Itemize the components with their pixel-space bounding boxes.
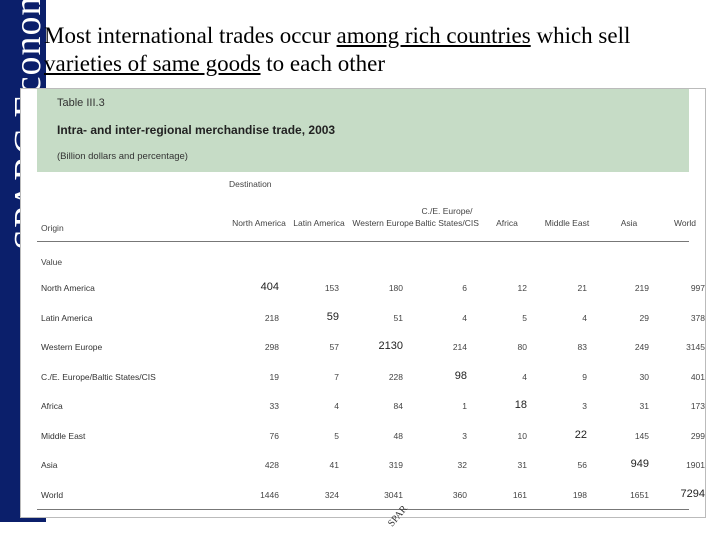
table-cell: 324 bbox=[324, 489, 339, 500]
row-label: C./E. Europe/Baltic States/CIS bbox=[41, 371, 156, 382]
table-cell: 249 bbox=[634, 342, 649, 352]
table-cell: 31 bbox=[639, 401, 649, 411]
table-cell: 18 bbox=[514, 399, 527, 411]
table-cell: 10 bbox=[517, 430, 527, 441]
table-cell: 30 bbox=[639, 371, 649, 382]
table-cell: 84 bbox=[393, 401, 403, 411]
table-cell: 4 bbox=[334, 401, 339, 411]
column-header: North America bbox=[232, 218, 286, 228]
table-number: Table III.3 bbox=[57, 97, 105, 109]
table-cell: 298 bbox=[264, 342, 279, 352]
footer-rule bbox=[37, 509, 689, 510]
table-cell: 1446 bbox=[260, 489, 279, 500]
column-header: Latin America bbox=[293, 218, 345, 228]
table-cell: 173 bbox=[690, 401, 705, 411]
table-cell: 59 bbox=[326, 310, 339, 323]
column-header: Middle East bbox=[544, 218, 590, 228]
table-cell: 228 bbox=[388, 371, 403, 382]
header-rule bbox=[37, 241, 689, 242]
value-label: Value bbox=[41, 257, 63, 267]
slide-heading: Most international trades occur among ri… bbox=[44, 22, 704, 78]
table-cell: 83 bbox=[577, 342, 587, 352]
destination-label: Destination bbox=[229, 179, 272, 189]
table-cell: 19 bbox=[269, 371, 279, 382]
table-cell: 9 bbox=[582, 371, 587, 382]
heading-underline-2: varieties of same goods bbox=[44, 51, 261, 76]
table-cell: 80 bbox=[517, 342, 527, 352]
table-cell: 5 bbox=[522, 312, 527, 323]
table-cell: 218 bbox=[264, 312, 279, 323]
column-header: World bbox=[673, 218, 697, 228]
origin-label: Origin bbox=[41, 223, 64, 233]
table-cell: 6 bbox=[462, 283, 467, 293]
table-header-band: Table III.3 Intra- and inter-regional me… bbox=[37, 89, 689, 172]
table-cell: 3 bbox=[582, 401, 587, 411]
table-cell: 428 bbox=[264, 460, 279, 470]
table-cell: 29 bbox=[639, 312, 649, 323]
row-label: North America bbox=[41, 283, 95, 293]
row-label: Asia bbox=[41, 460, 58, 470]
table-cell: 378 bbox=[690, 312, 705, 323]
table-cell: 360 bbox=[452, 489, 467, 500]
table-cell: 214 bbox=[452, 342, 467, 352]
table-cell: 98 bbox=[454, 369, 467, 382]
table-cell: 48 bbox=[393, 430, 403, 441]
row-label: Africa bbox=[41, 401, 63, 411]
table-cell: 21 bbox=[577, 283, 587, 293]
table-cell: 1901 bbox=[686, 460, 705, 470]
table-cell: 32 bbox=[457, 460, 467, 470]
column-header: C./E. Europe/ Baltic States/CIS bbox=[415, 206, 479, 228]
table-cell: 56 bbox=[577, 460, 587, 470]
row-label: Middle East bbox=[41, 430, 86, 441]
table-cell: 33 bbox=[269, 401, 279, 411]
table-cell: 7 bbox=[334, 371, 339, 382]
row-label: World bbox=[41, 489, 64, 500]
table-cell: 76 bbox=[269, 430, 279, 441]
table-cell: 180 bbox=[388, 283, 403, 293]
table-cell: 3041 bbox=[384, 489, 403, 500]
table-cell: 31 bbox=[517, 460, 527, 470]
column-header: Western Europe bbox=[352, 218, 414, 228]
table-cell: 161 bbox=[512, 489, 527, 500]
table-cell: 1 bbox=[462, 401, 467, 411]
table-cell: 4 bbox=[462, 312, 467, 323]
table-title: Intra- and inter-regional merchandise tr… bbox=[57, 123, 336, 137]
table-cell: 7294 bbox=[680, 487, 705, 500]
table-cell: 299 bbox=[690, 430, 705, 441]
table-cell: 153 bbox=[324, 283, 339, 293]
table-cell: 57 bbox=[329, 342, 339, 352]
heading-text-3: to each other bbox=[260, 51, 386, 76]
table-cell: 4 bbox=[522, 371, 527, 382]
table-cell: 145 bbox=[634, 430, 649, 441]
heading-text-1: Most international trades occur bbox=[44, 23, 337, 48]
table-cell: 949 bbox=[630, 458, 649, 470]
table-cell: 219 bbox=[634, 283, 649, 293]
table-cell: 51 bbox=[393, 312, 403, 323]
table-cell: 319 bbox=[388, 460, 403, 470]
table-cell: 1651 bbox=[630, 489, 649, 500]
table-cell: 401 bbox=[690, 371, 705, 382]
heading-text-2: which sell bbox=[530, 23, 631, 48]
table-cell: 5 bbox=[334, 430, 339, 441]
table-cell: 198 bbox=[572, 489, 587, 500]
row-label: Western Europe bbox=[41, 342, 103, 352]
column-header: Africa bbox=[496, 218, 518, 228]
table-cell: 12 bbox=[517, 283, 527, 293]
trade-table: Table III.3 Intra- and inter-regional me… bbox=[20, 88, 706, 518]
column-header: Asia bbox=[620, 218, 638, 228]
table-cell: 3145 bbox=[686, 342, 705, 352]
table-cell: 4 bbox=[582, 312, 587, 323]
table-cell: 41 bbox=[329, 460, 339, 470]
table-cell: 22 bbox=[574, 428, 587, 441]
table-cell: 404 bbox=[260, 281, 279, 293]
table-cell: 997 bbox=[690, 283, 705, 293]
table-cell: 2130 bbox=[378, 340, 403, 352]
row-label: Latin America bbox=[41, 312, 93, 323]
table-cell: 3 bbox=[462, 430, 467, 441]
heading-underline-1: among rich countries bbox=[336, 23, 531, 48]
table-subtitle: (Billion dollars and percentage) bbox=[57, 151, 188, 162]
